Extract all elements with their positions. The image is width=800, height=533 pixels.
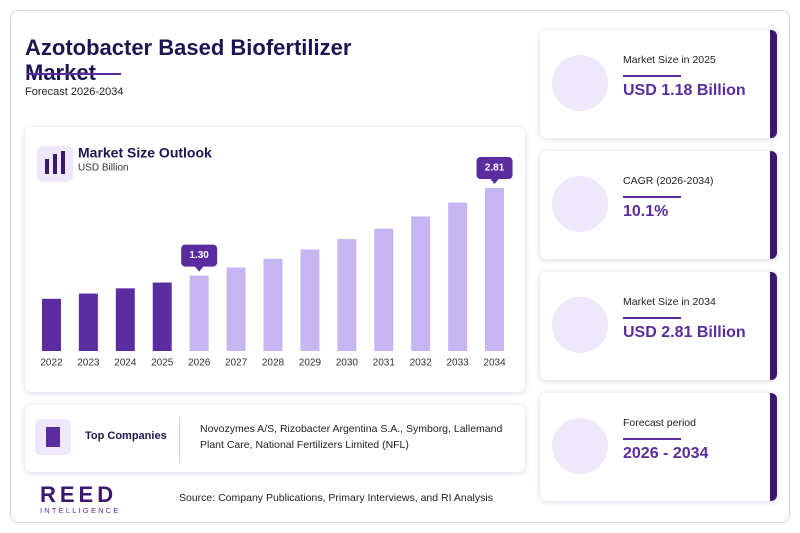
companies-text: Novozymes A/S, Rizobacter Argentina S.A.…	[200, 423, 503, 451]
stat-icon	[552, 297, 608, 353]
stat-card: Market Size in 2034 USD 2.81 Billion	[540, 272, 777, 380]
bar	[41, 298, 61, 351]
stat-label: CAGR (2026-2034)	[623, 175, 714, 187]
title: Azotobacter Based Biofertilizer Market	[25, 35, 352, 85]
bar	[411, 216, 431, 351]
bar	[485, 188, 505, 351]
chart-title: Market Size Outlook	[78, 145, 212, 161]
companies-label: Top Companies	[85, 430, 167, 442]
stat-value: 2026 - 2034	[623, 445, 709, 462]
rule	[623, 438, 681, 440]
x-tick-label: 2026	[188, 358, 211, 369]
rule	[623, 317, 681, 319]
stat-card: Forecast period 2026 - 2034	[540, 393, 777, 501]
x-tick-label: 2028	[262, 358, 285, 369]
icon	[46, 427, 60, 447]
source: Source: Company Publications, Primary In…	[179, 492, 493, 504]
stat-label: Forecast period	[623, 417, 696, 429]
chart-card: Market Size Outlook USD Billion 2022 2023…	[25, 127, 525, 392]
stat-label: Market Size in 2025	[623, 54, 716, 66]
rule	[623, 196, 681, 198]
bar	[263, 258, 283, 351]
bar	[152, 282, 172, 351]
stat-icon	[552, 176, 608, 232]
icon	[53, 154, 57, 174]
x-tick-label: 2033	[446, 358, 469, 369]
x-tick-label: 2029	[299, 358, 322, 369]
value-label-bg	[181, 244, 218, 267]
x-tick-label: 2032	[410, 358, 433, 369]
subtitle: Forecast 2026-2034	[25, 86, 124, 98]
x-tick-label: 2031	[373, 358, 396, 369]
logo: REED	[40, 482, 118, 507]
x-tick-label: 2030	[336, 358, 359, 369]
bar	[115, 288, 135, 351]
x-tick-label: 2024	[114, 358, 137, 369]
icon	[45, 159, 49, 174]
companies-icon	[35, 419, 71, 455]
rule	[623, 75, 681, 77]
bar	[78, 293, 98, 351]
icon	[61, 151, 65, 174]
bar	[337, 239, 357, 351]
companies-card: Top Companies Novozymes A/S, Rizobacter …	[25, 405, 525, 472]
stat-label: Market Size in 2034	[623, 296, 716, 308]
stat-card: CAGR (2026-2034) 10.1%	[540, 151, 777, 259]
x-tick-label: 2022	[40, 358, 63, 369]
bar	[189, 275, 209, 351]
value-label: 1.30	[189, 250, 209, 261]
value-label-bg	[476, 157, 513, 180]
x-tick-label: 2027	[225, 358, 248, 369]
bar	[448, 202, 468, 351]
stat-value: 10.1%	[623, 203, 669, 220]
x-tick-label: 2034	[483, 358, 506, 369]
chart: Market Size Outlook USD Billion 2022 2023…	[37, 145, 513, 369]
bar	[374, 228, 394, 351]
value-label-pointer	[489, 178, 500, 185]
stat-value: USD 1.18 Billion	[623, 82, 746, 99]
stat-icon	[552, 418, 608, 474]
logo-tagline: INTELLIGENCE	[40, 506, 121, 515]
frame	[10, 10, 790, 523]
x-tick-label: 2025	[151, 358, 174, 369]
stat-icon	[552, 55, 608, 111]
title-underline	[27, 73, 121, 75]
chart-subtitle: USD Billion	[78, 163, 129, 174]
stat-value: USD 2.81 Billion	[623, 324, 746, 341]
value-label: 2.81	[485, 163, 505, 174]
stat-card: Market Size in 2025 USD 1.18 Billion	[540, 30, 777, 138]
bar	[300, 249, 320, 351]
x-tick-label: 2023	[77, 358, 100, 369]
value-label-pointer	[194, 265, 205, 272]
bar	[226, 267, 246, 351]
divider	[179, 417, 180, 463]
